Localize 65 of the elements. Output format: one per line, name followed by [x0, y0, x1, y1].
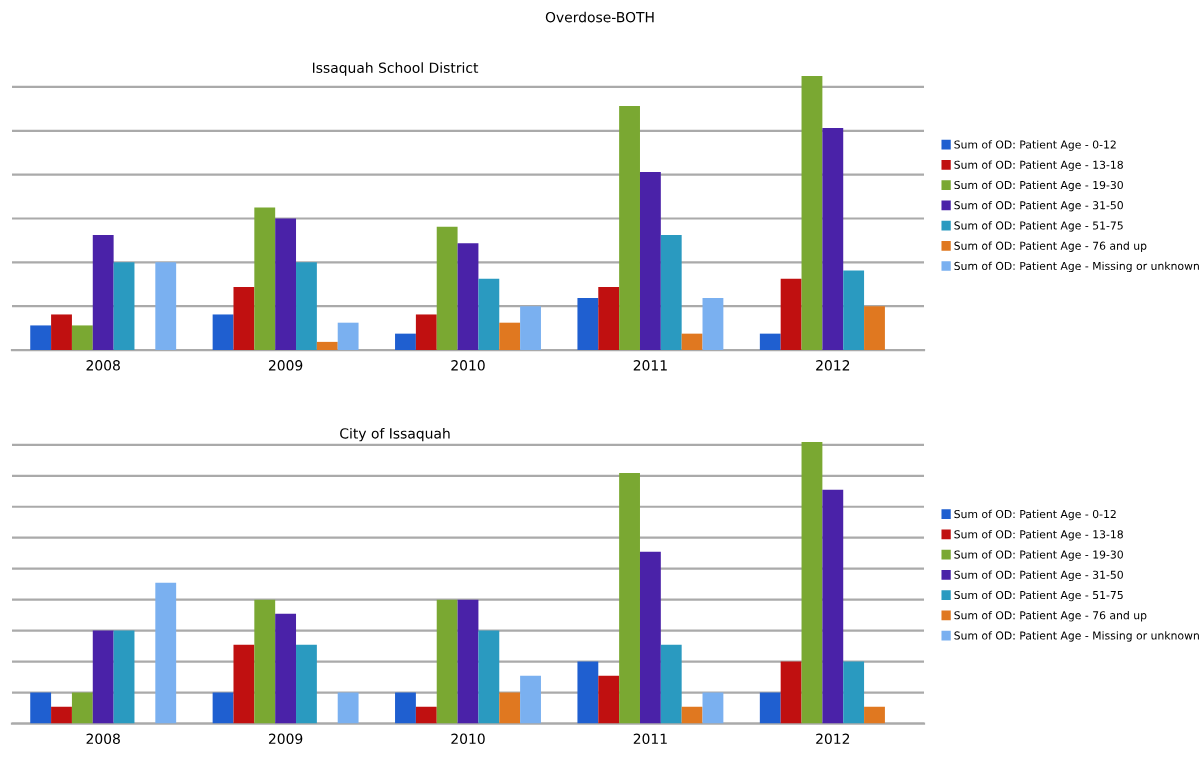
bar [254, 207, 276, 351]
bar [520, 306, 541, 351]
bar [155, 582, 177, 724]
bar [275, 218, 297, 351]
bar [702, 692, 724, 724]
bar [436, 226, 458, 351]
bar [51, 706, 72, 724]
bar [233, 644, 255, 724]
bar [71, 325, 93, 351]
bar [702, 298, 724, 351]
bar [801, 441, 823, 724]
bar [639, 171, 661, 351]
bar [660, 234, 682, 351]
bar [780, 661, 802, 724]
bar [520, 675, 541, 724]
bar [478, 278, 500, 351]
bar [395, 692, 416, 724]
bar [759, 333, 781, 351]
bar [92, 630, 114, 724]
bar [639, 551, 661, 724]
bar [843, 661, 865, 724]
bar [681, 333, 703, 351]
bar [457, 243, 479, 351]
bar [457, 599, 479, 724]
bar [337, 322, 359, 351]
bar [619, 472, 640, 724]
bar [780, 278, 802, 351]
bar [113, 262, 135, 351]
bar [822, 128, 844, 351]
bar [598, 675, 620, 724]
bar [233, 287, 255, 351]
bar [254, 599, 276, 724]
bar [660, 644, 682, 724]
bar [577, 298, 599, 351]
bar [759, 692, 781, 724]
bar [30, 692, 52, 724]
bar [499, 692, 521, 724]
bar [395, 333, 416, 351]
bar [577, 661, 599, 724]
bar [316, 341, 338, 351]
bar [681, 706, 703, 724]
bar [436, 599, 458, 724]
bar [92, 234, 114, 351]
bar [415, 314, 437, 351]
bar [415, 706, 437, 724]
bar [30, 325, 52, 351]
bar [212, 692, 234, 724]
bar [598, 287, 620, 351]
bar [212, 314, 234, 351]
bar [801, 75, 823, 351]
bar [478, 630, 500, 724]
bar [843, 270, 865, 351]
bar [499, 322, 521, 351]
bar [822, 489, 844, 724]
bar [275, 613, 297, 724]
bar [296, 644, 317, 724]
bar [864, 306, 885, 351]
bar [155, 262, 177, 351]
bar [113, 630, 135, 724]
bar [51, 314, 72, 351]
bar [619, 106, 640, 351]
bar [296, 262, 317, 351]
bar [864, 706, 885, 724]
bar [337, 692, 359, 724]
bar [71, 692, 93, 724]
